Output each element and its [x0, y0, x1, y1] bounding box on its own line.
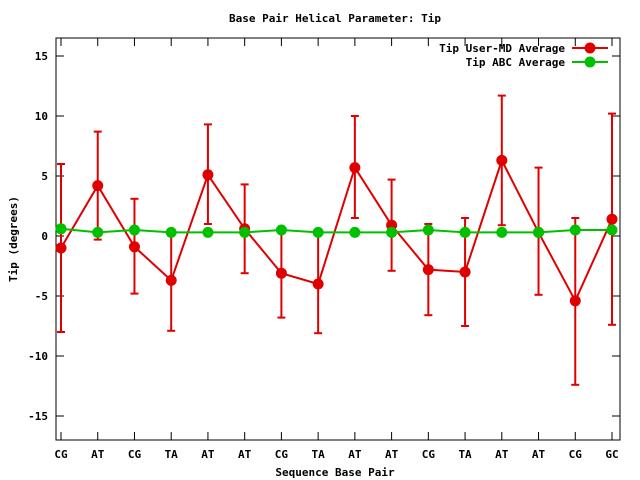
x-tick-label: AT	[201, 448, 215, 461]
data-point	[569, 224, 581, 236]
data-point	[422, 224, 434, 236]
legend-label-series-1: Tip ABC Average	[466, 56, 566, 69]
data-point	[496, 226, 508, 238]
x-tick-label: AT	[91, 448, 105, 461]
series-layer	[55, 94, 618, 386]
x-tick-label: CG	[569, 448, 583, 461]
y-tick-label: 10	[35, 110, 48, 123]
x-tick-label: CG	[54, 448, 68, 461]
plot-frame	[55, 37, 621, 441]
data-point	[92, 180, 104, 192]
x-tick-label: AT	[385, 448, 399, 461]
data-point	[202, 169, 214, 181]
x-tick-label: CG	[422, 448, 436, 461]
data-point	[459, 226, 471, 238]
legend-marker-series-1	[584, 56, 596, 68]
data-point	[422, 264, 434, 276]
series-line	[60, 157, 613, 304]
x-tick-label: AT	[495, 448, 509, 461]
data-point	[128, 224, 140, 236]
y-tick-label: 0	[41, 230, 48, 243]
x-tick-label: CG	[128, 448, 142, 461]
data-point	[55, 242, 67, 254]
series-0	[55, 94, 618, 386]
data-point	[386, 226, 398, 238]
y-axis: -15 -10 -5 0 5 10 15	[28, 50, 620, 423]
x-tick-label: CG	[275, 448, 289, 461]
x-tick-label: AT	[532, 448, 546, 461]
data-point	[606, 224, 618, 236]
x-axis-label: Sequence Base Pair	[275, 466, 395, 479]
data-point	[496, 154, 508, 166]
legend-label-series-0: Tip User-MD Average	[439, 42, 565, 55]
y-tick-label: 5	[41, 170, 48, 183]
data-point	[349, 226, 361, 238]
data-point	[349, 162, 361, 174]
data-point	[606, 213, 618, 225]
x-tick-label: AT	[238, 448, 252, 461]
y-tick-label: -15	[28, 410, 48, 423]
data-point	[239, 226, 251, 238]
x-tick-label: AT	[348, 448, 362, 461]
data-point	[92, 226, 104, 238]
y-tick-label: -5	[35, 290, 48, 303]
y-axis-label: Tip (degrees)	[7, 196, 20, 282]
x-tick-label: TA	[458, 448, 472, 461]
data-point	[275, 267, 287, 279]
data-point	[312, 278, 324, 290]
x-tick-label: TA	[312, 448, 326, 461]
series-1	[55, 223, 618, 238]
data-point	[128, 241, 140, 253]
x-tick-label: GC	[605, 448, 618, 461]
x-axis: CG AT CG TA AT AT CG TA AT AT CG TA AT AT CG GC	[54, 38, 619, 461]
legend: Tip User-MD Average Tip ABC Average	[439, 42, 608, 69]
legend-marker-series-0	[584, 42, 596, 54]
chart-title: Base Pair Helical Parameter: Tip	[229, 12, 441, 25]
data-point	[569, 295, 581, 307]
data-point	[165, 226, 177, 238]
y-tick-label: 15	[35, 50, 48, 63]
data-point	[312, 226, 324, 238]
data-point	[55, 223, 67, 235]
data-point	[275, 224, 287, 236]
data-point	[202, 226, 214, 238]
data-point	[165, 274, 177, 286]
data-point	[459, 266, 471, 278]
y-tick-label: -10	[28, 350, 48, 363]
series-line	[60, 227, 612, 234]
data-point	[533, 226, 545, 238]
x-tick-label: TA	[165, 448, 179, 461]
